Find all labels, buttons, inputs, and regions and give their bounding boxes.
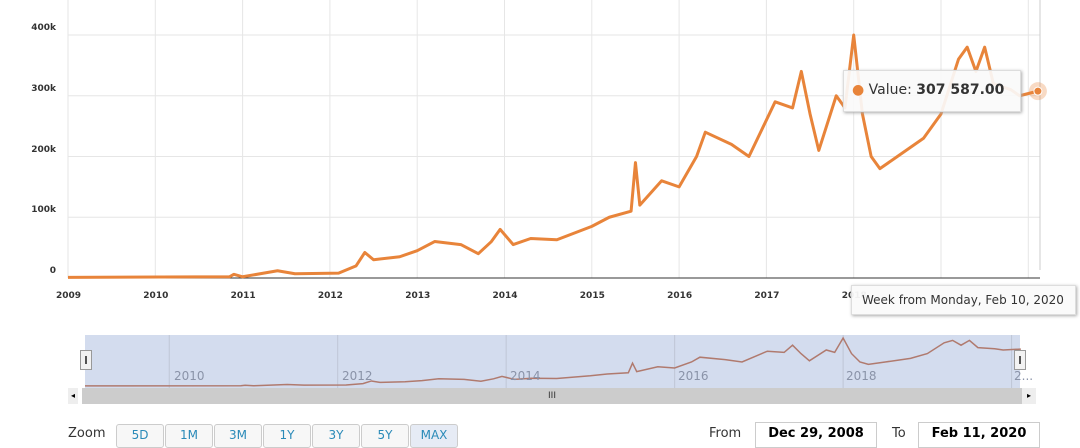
scroll-left-button[interactable]: ◂ <box>68 388 78 404</box>
x-tick-label: 2015 <box>579 291 605 301</box>
zoom-button-3m[interactable]: 3M <box>214 424 262 448</box>
y-tick-label: 200k <box>31 144 56 155</box>
x-tick-label: 2011 <box>230 291 256 301</box>
zoom-button-1m[interactable]: 1M <box>165 424 213 448</box>
x-tick-label: 2014 <box>492 291 518 301</box>
zoom-button-3y[interactable]: 3Y <box>312 424 360 448</box>
x-tick-label: 2010 <box>143 291 169 301</box>
tooltip-value-label: Value: <box>868 82 912 98</box>
series-dot-icon: ● <box>852 82 865 98</box>
hover-marker[interactable] <box>1033 86 1043 96</box>
zoom-button-1y[interactable]: 1Y <box>263 424 311 448</box>
zoom-button-5y[interactable]: 5Y <box>361 424 409 448</box>
x-tick-label: 2009 <box>56 291 82 301</box>
navigator-label: 2018 <box>846 369 877 383</box>
navigator-left-handle[interactable]: ‖ <box>80 350 92 370</box>
navigator-label: 2012 <box>342 369 373 383</box>
zoom-button-5d[interactable]: 5D <box>116 424 164 448</box>
scroll-right-button[interactable]: ▸ <box>1022 388 1036 404</box>
x-tick-label: 2013 <box>405 291 431 301</box>
zoom-button-max[interactable]: MAX <box>410 424 458 448</box>
tooltip: ● Value: 307 587.00 <box>843 70 1021 112</box>
y-tick-label: 300k <box>31 83 56 94</box>
from-date-input[interactable]: Dec 29, 2008 <box>755 422 877 448</box>
x-tick-label: 2016 <box>667 291 693 301</box>
y-tick-label: 100k <box>31 205 56 216</box>
navigator-label: 2... <box>1014 369 1034 383</box>
navigator-label: 2010 <box>174 369 205 383</box>
navigator-series <box>84 336 1021 387</box>
series-line <box>67 33 1039 279</box>
main-chart <box>67 0 1047 388</box>
y-tick-label: 0 <box>49 266 56 276</box>
x-tick-label: 2017 <box>754 291 780 301</box>
to-date-input[interactable]: Feb 11, 2020 <box>918 422 1040 448</box>
x-tick-label: 2012 <box>317 291 343 301</box>
tooltip-value: 307 587.00 <box>916 82 1005 98</box>
scrollbar-thumb[interactable]: III <box>82 388 1022 404</box>
navigator-label: 2016 <box>678 369 709 383</box>
navigator-selected-range[interactable] <box>85 335 1020 388</box>
date-tooltip: Week from Monday, Feb 10, 2020 <box>851 285 1076 315</box>
navigator-label: 2014 <box>510 369 541 383</box>
y-tick-label: 400k <box>31 23 56 33</box>
navigator-right-handle[interactable]: ‖ <box>1014 350 1026 370</box>
